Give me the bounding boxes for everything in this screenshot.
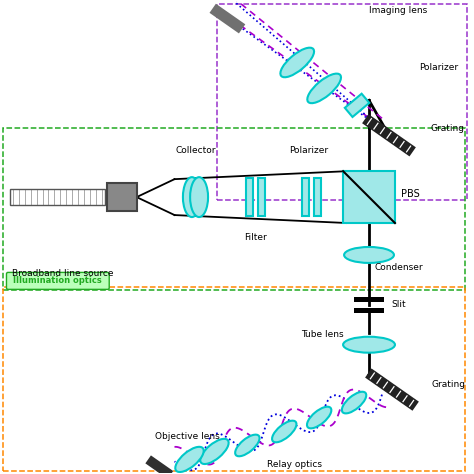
Text: Objective lens: Objective lens bbox=[155, 432, 219, 441]
Bar bbox=[3, 287, 465, 471]
Bar bbox=[345, 94, 369, 117]
Text: Broadband line source: Broadband line source bbox=[12, 269, 113, 278]
Ellipse shape bbox=[281, 48, 314, 77]
Text: PBS: PBS bbox=[401, 189, 419, 199]
Text: Tube lens: Tube lens bbox=[301, 330, 344, 339]
Text: Polarizer: Polarizer bbox=[290, 146, 329, 155]
Bar bbox=[343, 171, 395, 223]
Bar bbox=[354, 308, 384, 313]
Text: Filter: Filter bbox=[244, 233, 267, 242]
Text: Polarizer: Polarizer bbox=[419, 63, 458, 72]
Ellipse shape bbox=[307, 73, 341, 103]
FancyBboxPatch shape bbox=[7, 273, 109, 289]
Ellipse shape bbox=[343, 337, 395, 353]
Bar bbox=[354, 297, 384, 302]
Ellipse shape bbox=[342, 392, 366, 413]
Bar bbox=[302, 178, 309, 216]
Bar bbox=[218, 4, 467, 200]
Ellipse shape bbox=[183, 177, 201, 217]
Bar bbox=[314, 178, 320, 216]
Bar bbox=[107, 183, 137, 211]
Text: Grating: Grating bbox=[431, 124, 465, 133]
Text: Grating: Grating bbox=[432, 380, 466, 389]
Text: Relay optics: Relay optics bbox=[267, 460, 322, 469]
Ellipse shape bbox=[175, 447, 204, 472]
Ellipse shape bbox=[200, 439, 228, 464]
Ellipse shape bbox=[272, 420, 296, 442]
Ellipse shape bbox=[307, 407, 331, 428]
Text: Collector: Collector bbox=[175, 146, 216, 155]
Text: Imaging lens: Imaging lens bbox=[369, 6, 427, 15]
Text: Condenser: Condenser bbox=[374, 264, 423, 273]
Bar bbox=[3, 128, 465, 290]
Text: Slit: Slit bbox=[391, 301, 406, 310]
Ellipse shape bbox=[235, 435, 260, 456]
Ellipse shape bbox=[190, 177, 208, 217]
Text: Illumination optics: Illumination optics bbox=[13, 276, 102, 285]
Ellipse shape bbox=[344, 247, 394, 263]
Bar bbox=[258, 178, 265, 216]
Bar bbox=[10, 189, 105, 205]
Bar bbox=[246, 178, 253, 216]
